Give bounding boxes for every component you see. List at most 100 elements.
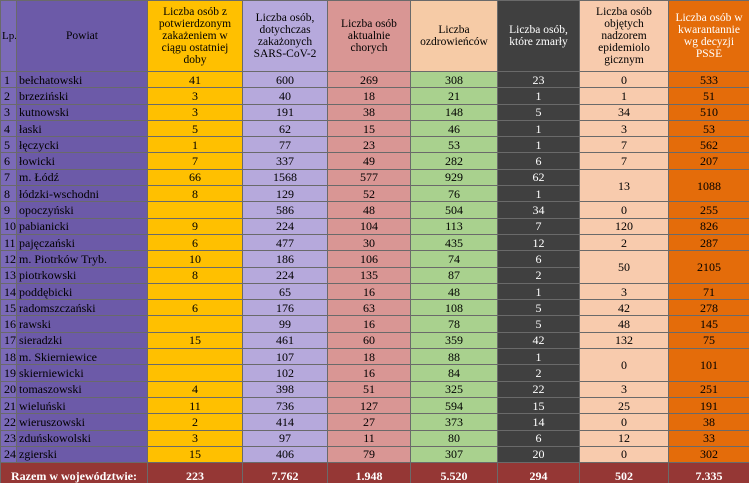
cell-powiat: zgierski xyxy=(16,445,148,464)
header-deaths: Liczba osób, które zmarły xyxy=(497,0,580,72)
cell-quarantine: 101 xyxy=(668,348,749,382)
cell-active: 48 xyxy=(327,201,411,219)
table-row: 5 łęczycki 1 77 23 53 1 7 562 xyxy=(0,136,749,154)
cell-total: 99 xyxy=(242,315,328,333)
cell-monitoring: 0 xyxy=(579,413,669,431)
cell-lp: 11 xyxy=(0,233,17,252)
cell-powiat: wieluński xyxy=(16,396,148,415)
cell-recovered: 53 xyxy=(410,136,498,154)
cell-new-cases: 9 xyxy=(147,217,243,235)
cell-monitoring: 0 xyxy=(579,445,669,464)
cell-active: 79 xyxy=(327,445,411,464)
totals-new-cases: 223 xyxy=(147,462,243,483)
cell-quarantine: 75 xyxy=(668,331,749,350)
cell-quarantine: 2105 xyxy=(668,250,749,284)
header-quarantine: Liczba osób w kwarantannie wg decyzji PS… xyxy=(668,0,749,72)
cell-new-cases xyxy=(147,282,243,301)
cell-lp: 16 xyxy=(0,315,17,333)
cell-total: 107 xyxy=(242,348,328,366)
cell-new-cases: 66 xyxy=(147,168,243,187)
cell-lp: 22 xyxy=(0,413,17,431)
cell-lp: 17 xyxy=(0,331,17,350)
cell-deaths: 12 xyxy=(497,233,580,252)
header-active: Liczba osób aktualnie chorych xyxy=(327,0,411,72)
header-total: Liczba osób, dotychczas zakażonych SARS-… xyxy=(242,0,328,72)
table-row: 22 wieruszowski 2 414 27 373 14 0 38 xyxy=(0,413,749,431)
cell-deaths: 42 xyxy=(497,331,580,350)
cell-total: 406 xyxy=(242,445,328,464)
totals-deaths: 294 xyxy=(497,462,580,483)
cell-active: 38 xyxy=(327,103,411,121)
cell-monitoring: 7 xyxy=(579,136,669,154)
cell-new-cases: 15 xyxy=(147,331,243,350)
cell-new-cases: 41 xyxy=(147,70,243,89)
cell-quarantine: 53 xyxy=(668,119,749,138)
cell-monitoring: 12 xyxy=(579,429,669,447)
cell-active: 60 xyxy=(327,331,411,350)
header-recovered: Liczba ozdrowieńców xyxy=(410,0,498,72)
cell-lp: 8 xyxy=(0,185,17,203)
cell-new-cases: 3 xyxy=(147,87,243,105)
table-row: 6 łowicki 7 337 49 282 6 7 207 xyxy=(0,152,749,170)
cell-recovered: 108 xyxy=(410,299,498,317)
cell-lp: 19 xyxy=(0,364,17,382)
cell-quarantine: 191 xyxy=(668,396,749,415)
table-row: 1 bełchatowski 41 600 269 308 23 0 533 xyxy=(0,70,749,89)
cell-monitoring: 7 xyxy=(579,152,669,170)
cell-new-cases: 6 xyxy=(147,233,243,252)
cell-quarantine: 533 xyxy=(668,70,749,89)
cell-lp: 20 xyxy=(0,380,17,398)
cell-recovered: 21 xyxy=(410,87,498,105)
cell-deaths: 1 xyxy=(497,185,580,203)
cell-lp: 5 xyxy=(0,136,17,154)
cell-monitoring: 0 xyxy=(579,348,669,382)
cell-new-cases: 3 xyxy=(147,103,243,121)
cell-recovered: 113 xyxy=(410,217,498,235)
cell-deaths: 1 xyxy=(497,136,580,154)
cell-active: 16 xyxy=(327,315,411,333)
cell-powiat: rawski xyxy=(16,315,148,333)
cell-new-cases: 8 xyxy=(147,185,243,203)
cell-quarantine: 38 xyxy=(668,413,749,431)
cell-deaths: 7 xyxy=(497,217,580,235)
cell-monitoring: 34 xyxy=(579,103,669,121)
cell-total: 191 xyxy=(242,103,328,121)
table-row: 3 kutnowski 3 191 38 148 5 34 510 xyxy=(0,103,749,121)
cell-new-cases xyxy=(147,315,243,333)
table-row: 12 m. Piotrków Tryb. 10 186 106 74 6 50 2105 xyxy=(0,250,749,284)
table-row: 10 pabianicki 9 224 104 113 7 120 826 xyxy=(0,217,749,235)
cell-total: 600 xyxy=(242,70,328,89)
table-row: 15 radomszczański 6 176 63 108 5 42 278 xyxy=(0,299,749,317)
cell-deaths: 20 xyxy=(497,445,580,464)
cell-lp: 14 xyxy=(0,282,17,301)
cell-new-cases: 7 xyxy=(147,152,243,170)
cell-recovered: 76 xyxy=(410,185,498,203)
cell-quarantine: 1088 xyxy=(668,168,749,203)
cell-new-cases: 3 xyxy=(147,429,243,447)
cell-deaths: 14 xyxy=(497,413,580,431)
cell-lp: 12 xyxy=(0,250,17,268)
cell-recovered: 74 xyxy=(410,250,498,268)
cell-lp: 4 xyxy=(0,119,17,138)
cell-lp: 1 xyxy=(0,70,17,89)
cell-new-cases: 6 xyxy=(147,299,243,317)
cell-total: 65 xyxy=(242,282,328,301)
header-lp: Lp. xyxy=(0,0,17,72)
cell-powiat: łęczycki xyxy=(16,136,148,154)
table-row: 18 m. Skierniewice 107 18 88 1 0 101 xyxy=(0,348,749,382)
cell-active: 18 xyxy=(327,348,411,366)
cell-monitoring: 0 xyxy=(579,70,669,89)
cell-active: 104 xyxy=(327,217,411,235)
cell-monitoring: 42 xyxy=(579,299,669,317)
cell-recovered: 78 xyxy=(410,315,498,333)
cell-recovered: 282 xyxy=(410,152,498,170)
cell-recovered: 359 xyxy=(410,331,498,350)
cell-total: 736 xyxy=(242,396,328,415)
cell-new-cases: 4 xyxy=(147,380,243,398)
cell-powiat: m. Piotrków Tryb. xyxy=(16,250,148,268)
cell-total: 586 xyxy=(242,201,328,219)
cell-quarantine: 251 xyxy=(668,380,749,398)
header-row: Lp. Powiat Liczba osób z potwierdzonym z… xyxy=(0,0,749,72)
